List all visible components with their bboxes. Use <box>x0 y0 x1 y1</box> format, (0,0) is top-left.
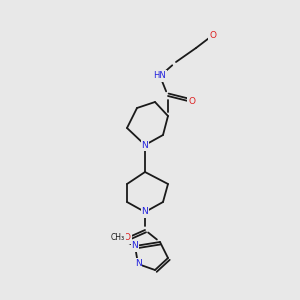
Text: N: N <box>132 242 138 250</box>
Text: N: N <box>142 140 148 149</box>
Text: O: O <box>188 98 196 106</box>
Text: HN: HN <box>154 71 166 80</box>
Text: N: N <box>142 208 148 217</box>
Text: N: N <box>135 260 141 268</box>
Text: O: O <box>209 31 217 40</box>
Text: O: O <box>124 233 130 242</box>
Text: CH₃: CH₃ <box>111 233 125 242</box>
